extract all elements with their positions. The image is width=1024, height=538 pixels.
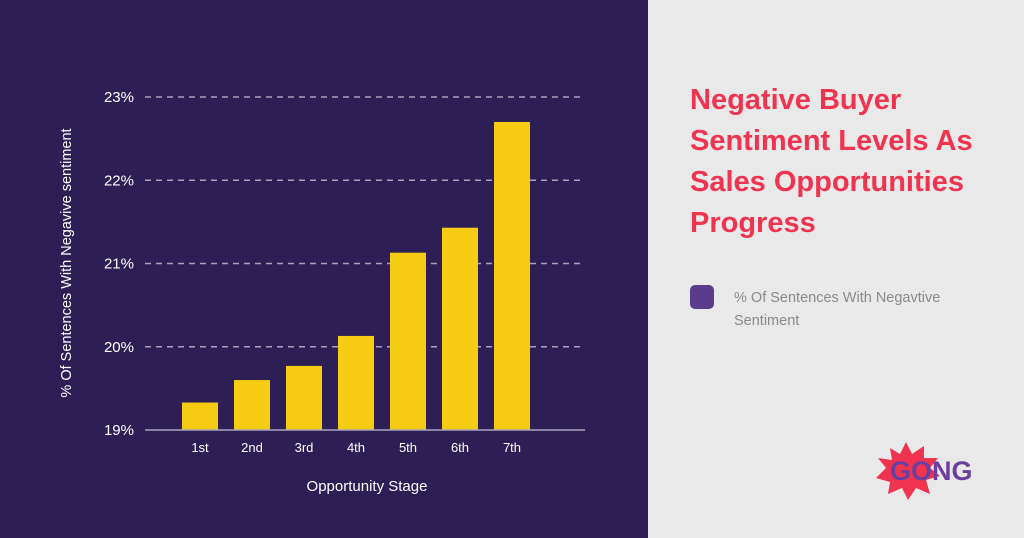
bar-2nd	[234, 380, 270, 430]
logo-text: GONG	[890, 456, 973, 486]
x-tick-label: 7th	[503, 440, 521, 455]
burst-icon	[876, 442, 940, 500]
bar-5th	[390, 252, 426, 430]
bar-1st	[182, 402, 218, 430]
bars	[182, 121, 530, 430]
x-tick-labels: 1st 2nd 3rd 4th 5th 6th 7th	[191, 440, 521, 455]
y-axis-title: % Of Sentences With Negavive sentiment	[59, 128, 75, 397]
y-tick-label: 20%	[104, 339, 134, 356]
bar-4th	[338, 335, 374, 430]
bar-6th	[442, 227, 478, 430]
bar-chart: 19% 20% 21% 22% 23% 1st 2nd 3rd 4th 5th 6th 7th Op…	[59, 89, 585, 495]
side-panel: Negative Buyer Sentiment Levels As Sales…	[648, 0, 1024, 538]
y-tick-label: 21%	[104, 256, 134, 273]
x-tick-label: 5th	[399, 440, 417, 455]
legend: % Of Sentences With Negavtive Sentiment	[690, 283, 990, 333]
y-tick-label: 19%	[104, 422, 134, 439]
x-tick-label: 3rd	[295, 440, 314, 455]
x-axis-title: Opportunity Stage	[307, 478, 428, 495]
x-tick-label: 2nd	[241, 440, 263, 455]
chart-panel: 19% 20% 21% 22% 23% 1st 2nd 3rd 4th 5th 6th 7th Op…	[0, 0, 648, 538]
chart-title: Negative Buyer Sentiment Levels As Sales…	[690, 84, 973, 239]
bar-7th	[494, 121, 530, 430]
gong-logo: GONG	[876, 442, 973, 500]
x-tick-label: 6th	[451, 440, 469, 455]
legend-swatch-icon	[690, 285, 714, 309]
bar-3rd	[286, 365, 322, 430]
y-tick-label: 22%	[104, 172, 134, 189]
x-tick-label: 4th	[347, 440, 365, 455]
legend-label: % Of Sentences With Negavtive Sentiment	[734, 290, 941, 329]
y-tick-label: 23%	[104, 89, 134, 106]
y-tick-labels: 19% 20% 21% 22% 23%	[104, 89, 134, 439]
x-tick-label: 1st	[191, 440, 209, 455]
